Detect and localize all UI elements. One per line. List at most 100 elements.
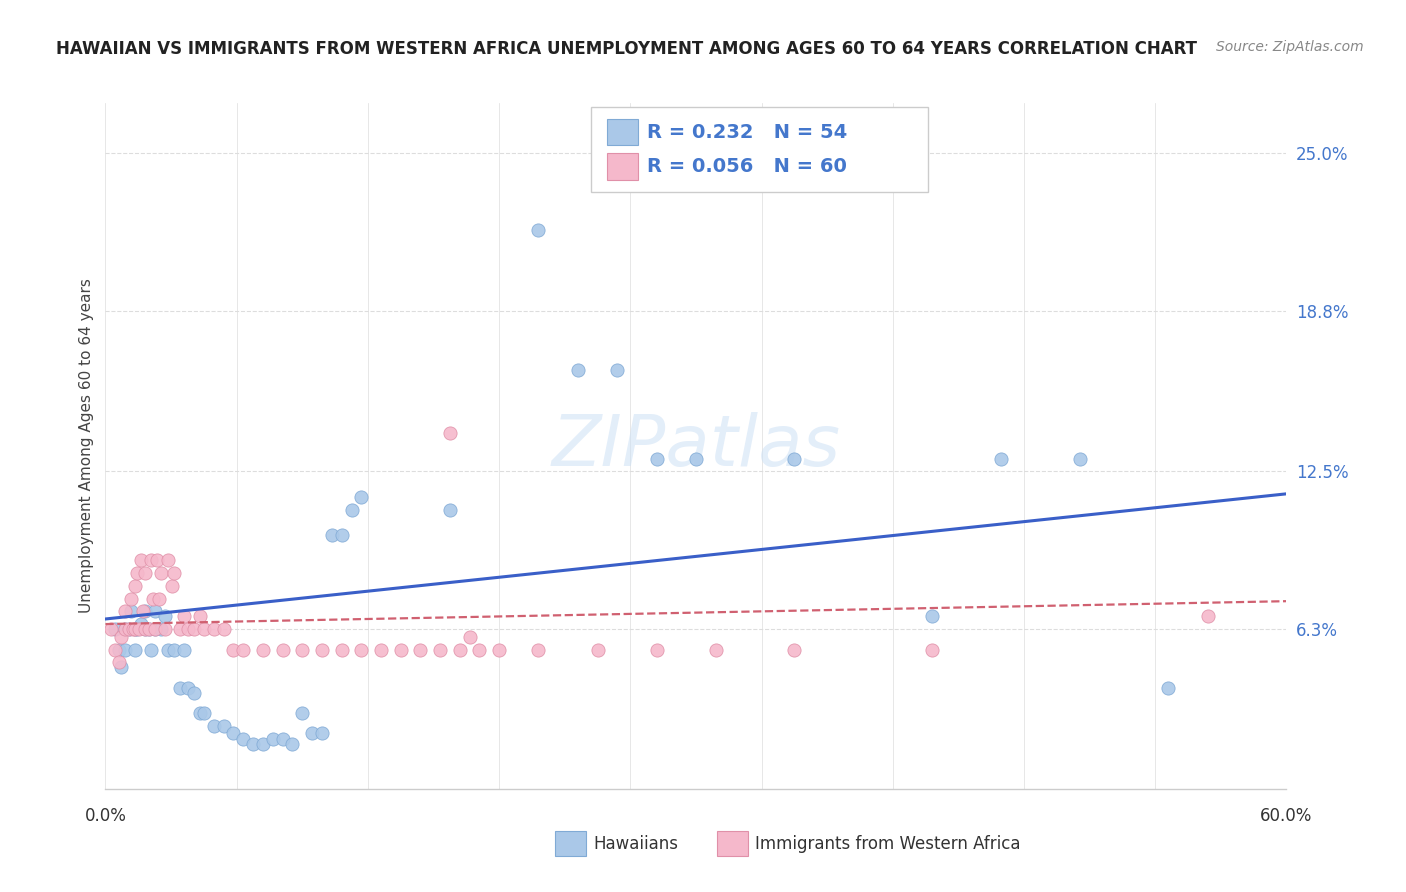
Point [252,737,274,751]
Point [134,604,156,618]
Point [108,655,131,669]
Point [1069,451,1091,466]
Point [124,622,146,636]
Point [222,726,245,740]
Point [704,642,727,657]
Point [153,622,176,636]
Point [291,642,314,657]
Point [193,706,215,720]
Point [163,566,186,581]
Point [1197,609,1219,624]
Point [429,642,451,657]
Point [281,737,304,751]
Point [262,731,284,746]
Point [149,566,172,581]
Point [122,622,145,636]
Point [645,451,668,466]
Point [138,622,160,636]
Point [330,642,353,657]
Point [409,642,432,657]
Point [114,622,136,636]
Point [301,726,323,740]
Point [468,642,491,657]
Text: HAWAIIAN VS IMMIGRANTS FROM WESTERN AFRICA UNEMPLOYMENT AMONG AGES 60 TO 64 YEAR: HAWAIIAN VS IMMIGRANTS FROM WESTERN AFRI… [56,40,1198,58]
Point [212,622,235,636]
Point [162,579,184,593]
Point [439,502,461,516]
Point [120,604,142,618]
Point [321,528,343,542]
Text: Immigrants from Western Africa: Immigrants from Western Africa [755,835,1021,853]
Point [142,591,165,606]
Point [153,609,176,624]
Point [118,622,141,636]
Point [350,490,373,504]
Point [177,681,200,695]
Point [169,622,191,636]
Point [120,591,142,606]
Point [330,528,353,542]
Point [169,681,191,695]
Point [311,726,333,740]
Point [183,686,205,700]
Point [586,642,609,657]
Point [350,642,373,657]
Point [139,642,162,657]
Point [1157,681,1180,695]
Point [129,553,152,567]
Point [193,622,215,636]
Point [110,660,132,674]
Point [143,622,166,636]
Point [134,622,156,636]
Point [232,731,254,746]
Point [183,622,205,636]
Point [143,622,166,636]
Point [173,609,195,624]
Point [783,451,806,466]
Point [108,642,131,657]
Point [157,642,180,657]
Point [129,617,152,632]
Point [157,553,180,567]
Point [232,642,254,657]
Y-axis label: Unemployment Among Ages 60 to 64 years: Unemployment Among Ages 60 to 64 years [79,278,94,614]
Point [370,642,392,657]
Point [685,451,707,466]
Point [188,609,211,624]
Point [163,642,186,657]
Point [114,642,136,657]
Point [114,622,136,636]
Text: R = 0.056   N = 60: R = 0.056 N = 60 [647,157,846,177]
Point [222,642,245,657]
Text: 0.0%: 0.0% [84,807,127,825]
Point [110,630,132,644]
Point [242,737,264,751]
Point [271,642,294,657]
Point [449,642,471,657]
Point [124,622,146,636]
Point [921,609,943,624]
Point [212,719,235,733]
Point [488,642,510,657]
Point [145,553,167,567]
Point [128,622,150,636]
Text: ZIPatlas: ZIPatlas [551,411,841,481]
Point [340,502,363,516]
Point [134,622,156,636]
Point [202,622,225,636]
Point [606,362,628,376]
Text: R = 0.232   N = 54: R = 0.232 N = 54 [647,122,846,142]
Point [104,622,127,636]
Point [173,642,195,657]
Point [202,719,225,733]
Point [134,566,156,581]
Point [567,362,589,376]
Point [645,642,668,657]
Text: 60.0%: 60.0% [1260,807,1313,825]
Point [125,622,148,636]
Point [990,451,1012,466]
Point [138,622,160,636]
Point [177,622,200,636]
Point [143,604,166,618]
Point [271,731,294,746]
